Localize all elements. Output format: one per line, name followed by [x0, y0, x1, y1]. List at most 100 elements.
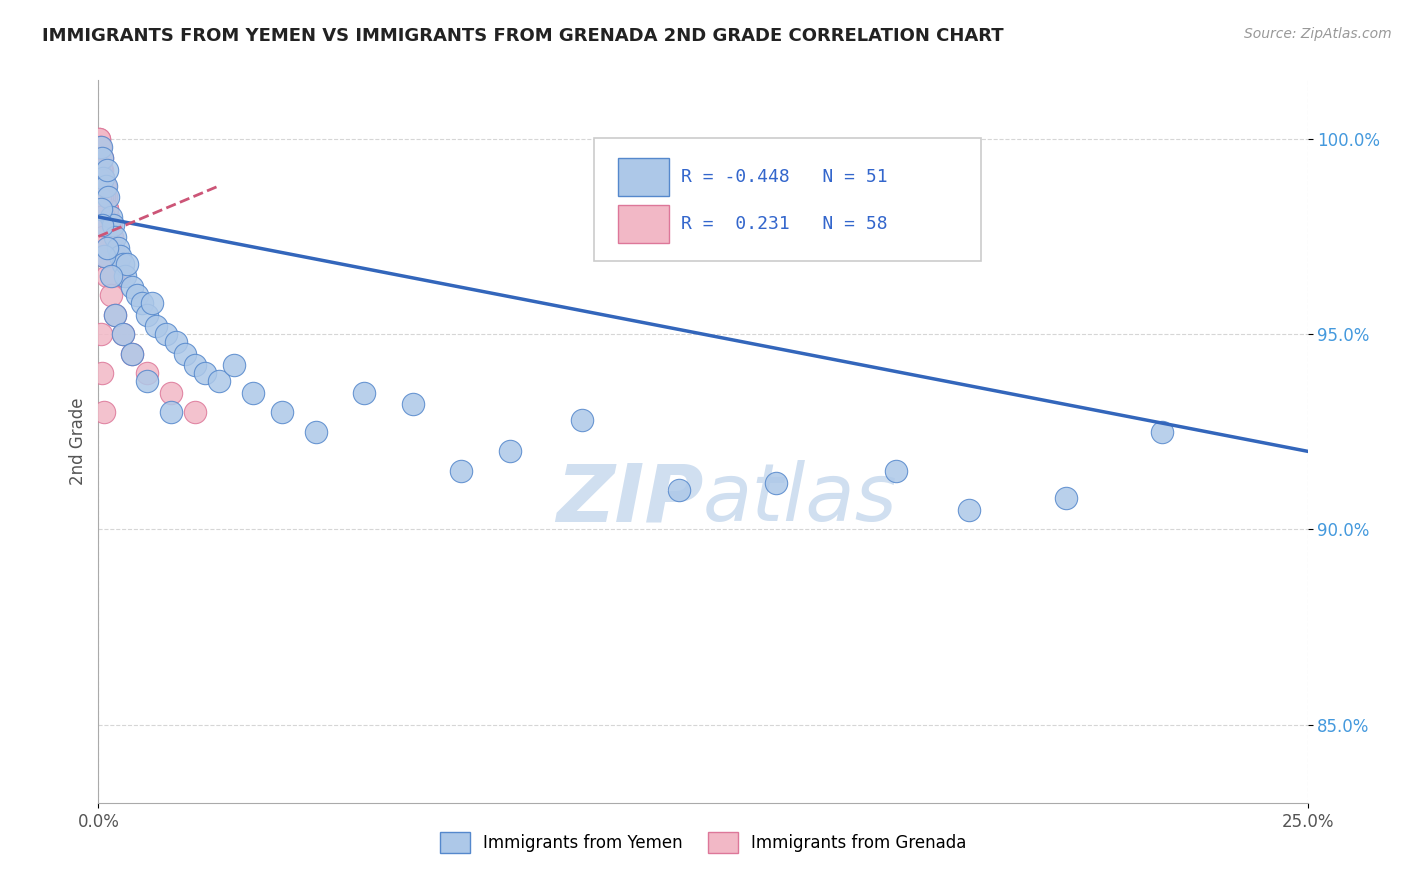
Point [174, 346, 197, 360]
Point [1152, 425, 1174, 439]
Point [96, 202, 118, 216]
Point [90, 202, 112, 216]
Point [97, 241, 120, 255]
Point [114, 268, 136, 283]
Point [765, 475, 787, 490]
Point [271, 405, 294, 419]
Point [93, 210, 115, 224]
Point [91, 229, 114, 244]
Point [111, 327, 134, 342]
Point [91, 229, 114, 244]
Point [96, 163, 118, 178]
Point [89, 170, 111, 185]
FancyBboxPatch shape [619, 158, 669, 196]
Point [94, 178, 117, 193]
Point [91, 170, 114, 185]
Point [184, 405, 207, 419]
Point [89, 163, 111, 178]
Point [91, 178, 114, 193]
Point [98, 218, 121, 232]
Point [184, 359, 207, 373]
Point [89, 132, 111, 146]
Point [101, 229, 124, 244]
Point [135, 366, 157, 380]
Point [104, 308, 127, 322]
Point [104, 249, 127, 263]
Point [90, 210, 112, 224]
Point [91, 366, 114, 380]
Point [100, 218, 122, 232]
Point [90, 152, 112, 166]
Point [91, 170, 114, 185]
Point [121, 346, 143, 360]
Point [957, 503, 980, 517]
Point [90, 163, 112, 178]
Point [89, 152, 111, 166]
Point [101, 241, 124, 255]
Point [100, 288, 122, 302]
Point [104, 308, 127, 322]
Point [107, 268, 129, 283]
FancyBboxPatch shape [595, 138, 981, 260]
Point [141, 296, 163, 310]
Point [89, 139, 111, 153]
Point [108, 249, 131, 263]
Point [91, 152, 114, 166]
Point [101, 268, 124, 283]
Point [96, 268, 118, 283]
Point [117, 257, 139, 271]
Point [104, 229, 127, 244]
Point [100, 229, 122, 244]
Point [107, 241, 129, 255]
Point [90, 139, 112, 153]
FancyBboxPatch shape [619, 205, 669, 243]
Point [242, 385, 264, 400]
Point [94, 178, 117, 193]
Text: ZIP: ZIP [555, 460, 703, 539]
Point [91, 218, 114, 232]
Text: R =  0.231   N = 58: R = 0.231 N = 58 [682, 215, 887, 233]
Point [668, 483, 690, 498]
Point [222, 359, 245, 373]
Point [111, 327, 134, 342]
Text: IMMIGRANTS FROM YEMEN VS IMMIGRANTS FROM GRENADA 2ND GRADE CORRELATION CHART: IMMIGRANTS FROM YEMEN VS IMMIGRANTS FROM… [42, 27, 1004, 45]
Point [97, 210, 120, 224]
Point [96, 229, 118, 244]
Point [135, 374, 157, 388]
Legend: Immigrants from Yemen, Immigrants from Grenada: Immigrants from Yemen, Immigrants from G… [433, 826, 973, 860]
Point [91, 163, 114, 178]
Point [127, 288, 149, 302]
Point [91, 190, 114, 204]
Text: Source: ZipAtlas.com: Source: ZipAtlas.com [1244, 27, 1392, 41]
Point [353, 385, 375, 400]
Point [90, 178, 112, 193]
Point [571, 413, 593, 427]
Text: R = -0.448   N = 51: R = -0.448 N = 51 [682, 168, 887, 186]
Point [135, 308, 157, 322]
Point [121, 280, 143, 294]
Point [886, 464, 908, 478]
Point [100, 268, 122, 283]
Point [145, 319, 167, 334]
Point [498, 444, 520, 458]
Point [160, 405, 183, 419]
Point [90, 210, 112, 224]
Point [131, 296, 153, 310]
Point [111, 257, 134, 271]
Point [100, 210, 122, 224]
Point [402, 397, 425, 411]
Point [1054, 491, 1077, 505]
Point [89, 190, 111, 204]
Point [90, 152, 112, 166]
Point [107, 257, 129, 271]
Point [93, 249, 115, 263]
Point [93, 405, 115, 419]
Point [91, 170, 114, 185]
Point [89, 190, 111, 204]
Point [101, 218, 124, 232]
Point [90, 327, 112, 342]
Point [104, 249, 127, 263]
Point [160, 385, 183, 400]
Point [121, 346, 143, 360]
Point [94, 249, 117, 263]
